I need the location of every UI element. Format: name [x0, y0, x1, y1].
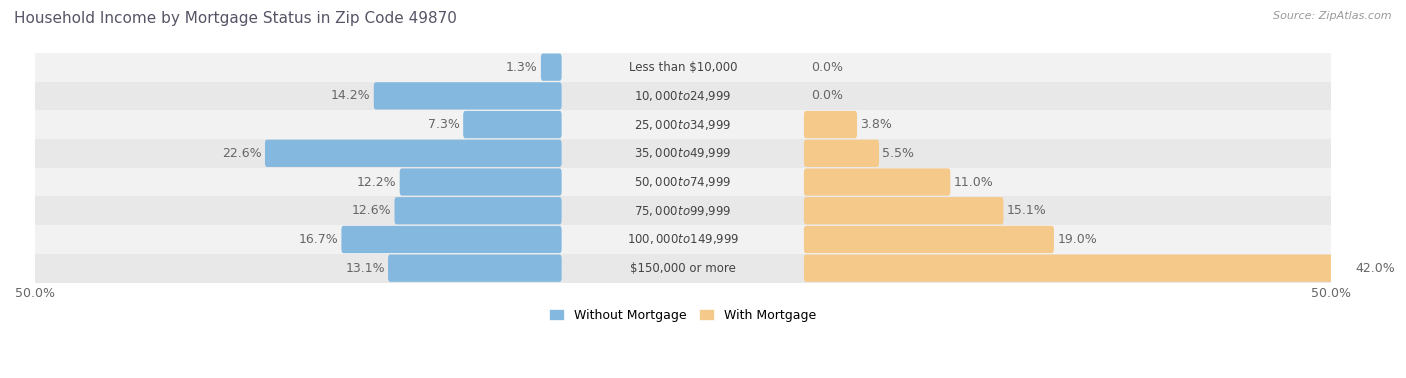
Bar [35, 168, 1330, 197]
Text: 1.3%: 1.3% [506, 60, 537, 74]
Text: 13.1%: 13.1% [344, 262, 385, 275]
Bar [35, 197, 1330, 225]
FancyBboxPatch shape [388, 254, 561, 282]
Text: 7.3%: 7.3% [427, 118, 460, 131]
Text: 42.0%: 42.0% [1355, 262, 1395, 275]
Text: 5.5%: 5.5% [883, 147, 914, 160]
Bar [35, 110, 1330, 139]
Text: 16.7%: 16.7% [298, 233, 339, 246]
Text: 22.6%: 22.6% [222, 147, 262, 160]
Bar [35, 82, 1330, 110]
FancyBboxPatch shape [804, 168, 950, 196]
FancyBboxPatch shape [264, 139, 561, 167]
Text: $25,000 to $34,999: $25,000 to $34,999 [634, 118, 731, 132]
Bar [35, 139, 1330, 168]
Text: 11.0%: 11.0% [953, 175, 993, 189]
Text: $50,000 to $74,999: $50,000 to $74,999 [634, 175, 731, 189]
FancyBboxPatch shape [804, 254, 1353, 282]
Text: Less than $10,000: Less than $10,000 [628, 60, 737, 74]
Bar [35, 254, 1330, 282]
FancyBboxPatch shape [399, 168, 561, 196]
FancyBboxPatch shape [342, 226, 561, 253]
FancyBboxPatch shape [804, 226, 1054, 253]
Legend: Without Mortgage, With Mortgage: Without Mortgage, With Mortgage [544, 304, 821, 327]
Text: Household Income by Mortgage Status in Zip Code 49870: Household Income by Mortgage Status in Z… [14, 11, 457, 26]
Text: 3.8%: 3.8% [860, 118, 893, 131]
FancyBboxPatch shape [804, 111, 858, 138]
Text: Source: ZipAtlas.com: Source: ZipAtlas.com [1274, 11, 1392, 21]
FancyBboxPatch shape [804, 139, 879, 167]
Text: $35,000 to $49,999: $35,000 to $49,999 [634, 146, 731, 160]
Bar [35, 225, 1330, 254]
Bar [35, 53, 1330, 82]
FancyBboxPatch shape [541, 54, 561, 81]
FancyBboxPatch shape [395, 197, 561, 225]
FancyBboxPatch shape [374, 82, 561, 110]
Text: $150,000 or more: $150,000 or more [630, 262, 735, 275]
Text: 12.2%: 12.2% [357, 175, 396, 189]
Text: 12.6%: 12.6% [352, 204, 391, 217]
Text: 14.2%: 14.2% [330, 89, 371, 102]
Text: 15.1%: 15.1% [1007, 204, 1046, 217]
Text: $10,000 to $24,999: $10,000 to $24,999 [634, 89, 731, 103]
Text: 19.0%: 19.0% [1057, 233, 1097, 246]
Text: $100,000 to $149,999: $100,000 to $149,999 [627, 232, 740, 246]
FancyBboxPatch shape [804, 197, 1004, 225]
Text: 0.0%: 0.0% [811, 60, 844, 74]
FancyBboxPatch shape [463, 111, 561, 138]
Text: 0.0%: 0.0% [811, 89, 844, 102]
Text: $75,000 to $99,999: $75,000 to $99,999 [634, 204, 731, 218]
